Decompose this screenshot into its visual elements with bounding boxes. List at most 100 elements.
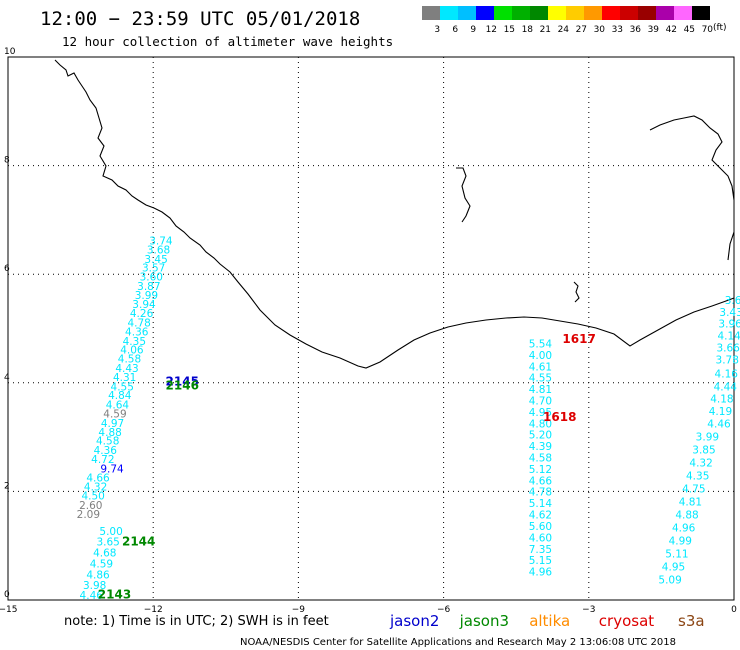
wave-height-value: 4.58: [96, 436, 119, 448]
wave-height-value: 4.70: [529, 396, 552, 408]
wave-height-readings: 3.743.683.453.573.603.873.993.944.264.78…: [77, 235, 740, 602]
wave-height-value: 4.66: [529, 475, 553, 487]
island-north-east: [649, 115, 735, 201]
satellite-name-s3a: s3a: [678, 612, 705, 630]
wave-height-value: 4.46: [707, 418, 731, 430]
wave-height-value: 2.09: [77, 509, 100, 521]
wave-height-value: 5.00: [99, 526, 122, 538]
colorbar-swatch: [494, 6, 512, 20]
wave-height-value: 3.45: [144, 254, 167, 266]
wave-height-value: 5.09: [658, 575, 681, 587]
coastline-east-edge: [727, 231, 735, 261]
wave-height-value: 4.78: [127, 317, 150, 329]
wave-height-value: 3.87: [137, 281, 160, 293]
wave-height-value: 3.66: [716, 342, 740, 354]
y-axis-ticks: 0 2 4 6 8 10: [4, 47, 16, 600]
wave-height-value: 4.68: [93, 548, 116, 560]
wave-height-value: 5.54: [529, 339, 553, 351]
wave-height-value: 4.55: [111, 381, 134, 393]
satellite-name-altika: altika: [529, 612, 570, 630]
wave-height-value: 4.86: [86, 569, 110, 581]
note-text: note: 1) Time is in UTC; 2) SWH is in fe…: [64, 614, 329, 629]
wave-height-value: 4.26: [130, 308, 154, 320]
wave-height-value: 4.81: [529, 384, 552, 396]
wave-height-value: 3.74: [149, 235, 173, 247]
wave-height-value: 3.85: [692, 444, 715, 456]
wave-height-value: 4.36: [94, 445, 118, 457]
wave-height-value: 3.65: [96, 537, 119, 549]
colorbar-tick-label: 30: [594, 25, 606, 35]
pass-number-label: 2144: [122, 535, 155, 549]
x-tick-label: −12: [144, 605, 163, 615]
colorbar-swatch: [692, 6, 710, 20]
wave-height-value: 5.20: [529, 430, 552, 442]
x-tick-label: −6: [437, 605, 451, 615]
colorbar-swatch: [584, 6, 602, 20]
satellite-name-jason2: jason2: [389, 612, 439, 630]
y-tick-label: 10: [4, 47, 16, 57]
colorbar-swatch: [530, 6, 548, 20]
y-tick-label: 6: [4, 264, 10, 274]
colorbar-unit: (ft): [713, 23, 727, 33]
wave-height-value: 4.35: [123, 336, 146, 348]
wave-height-value: 4.31: [113, 372, 136, 384]
wave-height-value: 4.75: [682, 483, 705, 495]
track-middle: 5.544.004.614.554.814.704.954.805.204.39…: [529, 339, 553, 579]
colorbar-swatch: [566, 6, 584, 20]
island-small-west: [456, 167, 471, 223]
colorbar-swatch: [458, 6, 476, 20]
colorbar-tick-label: 18: [522, 25, 534, 35]
colorbar-tick-label: 9: [470, 25, 476, 35]
track-west-lower: 5.003.654.684.594.863.984.46: [80, 526, 123, 602]
wave-height-value: 4.78: [529, 487, 552, 499]
wave-height-value: 3.99: [696, 431, 719, 443]
wave-height-value: 3.60: [140, 272, 163, 284]
y-tick-label: 2: [4, 481, 10, 491]
wave-height-value: 4.50: [81, 491, 104, 503]
wave-height-value: 9.74: [100, 463, 124, 475]
wave-height-value: 3.57: [142, 262, 165, 274]
pass-number-label: 1617: [562, 332, 595, 346]
plot-frame: [7, 56, 735, 601]
wave-height-value: 4.95: [662, 562, 685, 574]
wave-height-value: 4.14: [717, 330, 740, 342]
wave-height-value: 4.32: [84, 481, 107, 493]
wave-height-value: 5.60: [529, 521, 552, 533]
colorbar-swatch: [674, 6, 692, 20]
wave-height-value: 4.59: [90, 558, 113, 570]
colorbar-swatch: [512, 6, 530, 20]
wave-height-value: 4.19: [709, 406, 732, 418]
wave-height-value: 4.81: [679, 497, 702, 509]
colorbar-swatch: [602, 6, 620, 20]
colorbar-tick-label: 36: [630, 25, 642, 35]
wave-height-value: 4.16: [715, 368, 739, 380]
wave-height-value: 3.99: [135, 290, 158, 302]
satellite-name-cryosat: cryosat: [599, 612, 654, 630]
page-title: 12:00 − 23:59 UTC 05/01/2018: [40, 8, 360, 30]
wave-height-value: 4.58: [529, 453, 552, 465]
colorbar-swatch: [548, 6, 566, 20]
colorbar-swatch: [476, 6, 494, 20]
footer-credit: NOAA/NESDIS Center for Satellite Applica…: [240, 637, 676, 648]
track-west-diagonal: 3.743.683.453.573.603.873.993.944.264.78…: [77, 235, 173, 521]
x-tick-label: −3: [582, 605, 595, 615]
page-subtitle: 12 hour collection of altimeter wave hei…: [62, 34, 393, 49]
colorbar-tick-label: 21: [540, 25, 551, 35]
wave-height-value: 4.96: [529, 567, 553, 579]
wave-height-value: 4.95: [529, 407, 552, 419]
colorbar-tick-label: 42: [666, 25, 677, 35]
wave-height-value: 4.60: [529, 532, 552, 544]
wave-height-value: 4.06: [120, 344, 144, 356]
wave-height-value: 3.67: [725, 295, 740, 307]
y-tick-label: 4: [4, 373, 10, 383]
island-bioko: [573, 281, 580, 303]
wave-height-value: 4.61: [529, 361, 552, 373]
x-tick-label: −15: [0, 605, 18, 615]
wave-height-value: 4.32: [689, 457, 712, 469]
pass-number-label: 2145: [166, 375, 199, 389]
wave-height-value: 4.84: [108, 390, 132, 402]
colorbar-tick-label: 45: [684, 25, 695, 35]
x-tick-label: −9: [292, 605, 306, 615]
wave-height-value: 4.99: [669, 536, 692, 548]
wave-height-value: 3.96: [718, 318, 740, 330]
